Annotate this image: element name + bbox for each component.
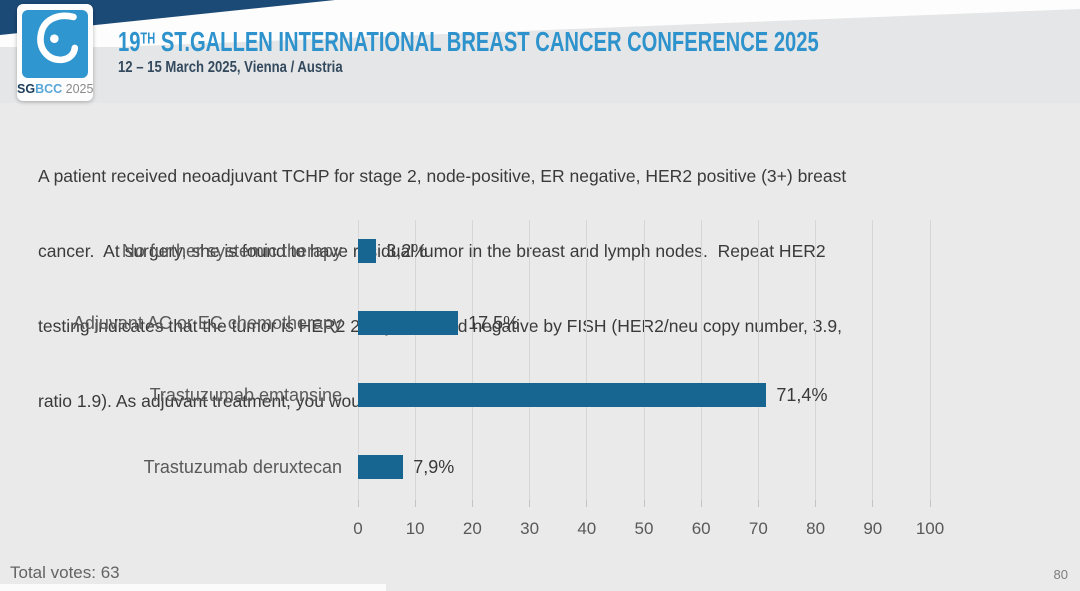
conference-title: 19TH ST.GALLEN INTERNATIONAL BREAST CANC…	[118, 26, 1080, 58]
chart-gridline	[471, 220, 473, 500]
x-axis-tick	[471, 500, 473, 507]
sgbcc-logo-text: SGBCC 2025	[17, 82, 93, 96]
x-axis-tick-label: 80	[806, 519, 826, 538]
value-label: 71,4%	[776, 385, 828, 405]
conference-dates: 12 – 15 March 2025, Vienna / Austria	[118, 59, 343, 76]
x-axis-tick-label: 50	[634, 519, 654, 538]
chart-gridline	[529, 220, 531, 500]
chart-gridline	[757, 220, 759, 500]
logo-text-bcc: BCC	[35, 82, 63, 96]
bar-segment	[358, 311, 459, 335]
chart-gridline	[700, 220, 702, 500]
logo-text-year: 2025	[62, 82, 94, 96]
chart-gridline	[929, 220, 931, 500]
x-axis-tick-label: 60	[691, 519, 711, 538]
question-line: testing indicates that the tumor is HER2…	[38, 316, 842, 336]
x-axis-tick	[872, 500, 874, 507]
x-axis-tick	[757, 500, 759, 507]
bar-segment	[358, 455, 404, 479]
sgbcc-breast-icon	[22, 10, 88, 78]
category-label: Adjuvant AC or EC chemotherapy	[72, 313, 342, 333]
value-label: 3,2%	[386, 241, 428, 261]
logo-text-sg: SG	[17, 82, 36, 96]
category-label: Trastuzumab deruxtecan	[143, 457, 342, 477]
x-axis-tick	[529, 500, 531, 507]
x-axis-tick	[700, 500, 702, 507]
x-axis-tick	[414, 500, 416, 507]
bar-segment	[358, 383, 767, 407]
title-ordinal: TH	[140, 30, 156, 48]
question-line: A patient received neoadjuvant TCHP for …	[38, 166, 847, 186]
x-axis-tick	[357, 500, 359, 507]
x-axis-tick-label: 70	[748, 519, 768, 538]
x-axis-tick	[929, 500, 931, 507]
x-axis-tick-label: 10	[405, 519, 425, 538]
value-label: 17,5%	[468, 313, 520, 333]
x-axis-tick	[586, 500, 588, 507]
slide-page-number: 80	[1053, 567, 1068, 582]
x-axis-tick-label: 30	[520, 519, 540, 538]
x-axis-tick-label: 0	[353, 519, 363, 538]
title-number: 19	[118, 26, 141, 57]
chart-gridline	[357, 220, 359, 500]
chart-gridline	[586, 220, 588, 500]
chart-gridline	[815, 220, 817, 500]
title-text: ST.GALLEN INTERNATIONAL BREAST CANCER CO…	[155, 26, 819, 57]
chart-gridline	[872, 220, 874, 500]
conference-subtitle: 12 – 15 March 2025, Vienna / Austria	[118, 59, 392, 77]
bar-segment	[358, 239, 377, 263]
question-text: A patient received neoadjuvant TCHP for …	[38, 114, 846, 464]
x-axis-tick-label: 20	[462, 519, 482, 538]
value-label: 7,9%	[413, 457, 455, 477]
x-axis-tick	[643, 500, 645, 507]
x-axis-tick	[815, 500, 817, 507]
x-axis-tick-label: 90	[863, 519, 883, 538]
category-label: No further systemic therapy	[121, 241, 342, 261]
x-axis-tick-label: 40	[577, 519, 597, 538]
bottom-white-strip	[0, 584, 386, 591]
total-votes-label: Total votes: 63	[10, 563, 120, 582]
category-label: Trastuzumab emtansine	[149, 385, 342, 405]
sgbcc-logo: SGBCC 2025	[17, 4, 93, 101]
chart-gridline	[414, 220, 416, 500]
chart-gridline	[643, 220, 645, 500]
x-axis-tick-label: 100	[915, 519, 945, 538]
